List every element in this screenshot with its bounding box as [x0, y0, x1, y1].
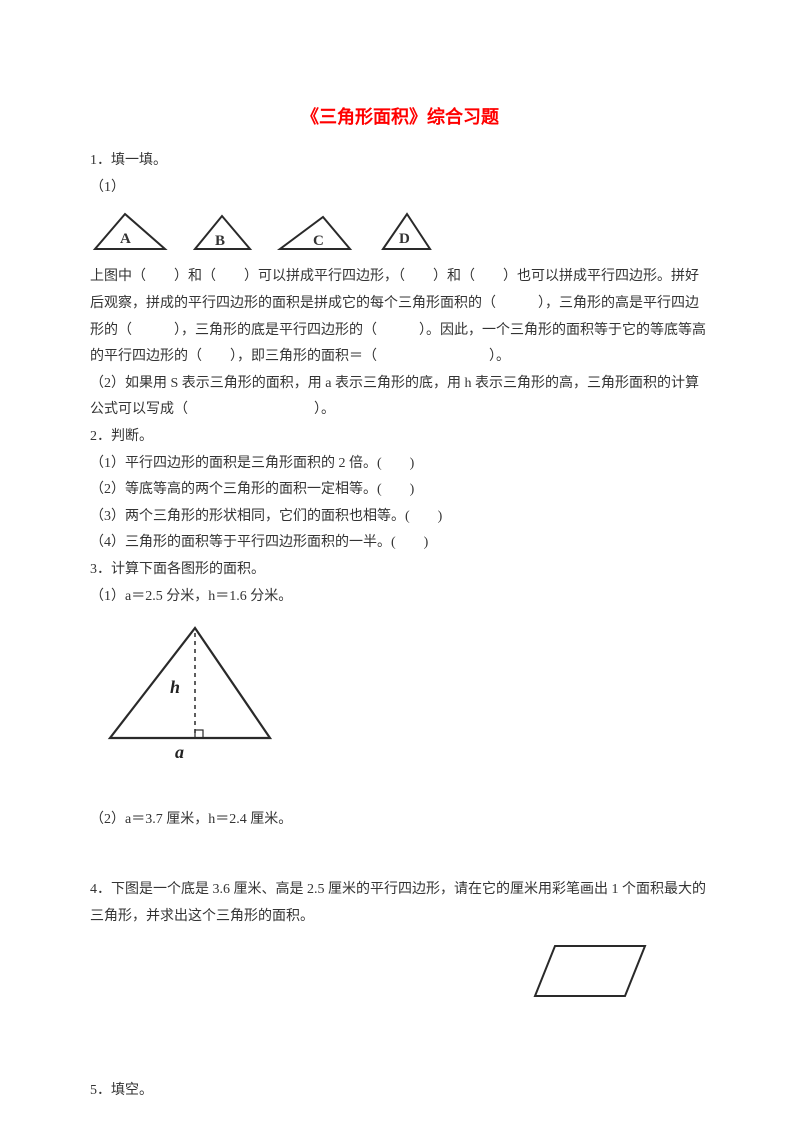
q1-paragraph-1: 上图中（ ）和（ ）可以拼成平行四边形，（ ）和（ ）也可以拼成平行四边形。拼好…: [90, 264, 710, 370]
q1-paragraph-2: （2）如果用 S 表示三角形的面积，用 a 表示三角形的底，用 h 表示三角形的…: [90, 371, 710, 424]
q1-heading: 1．填一填。: [90, 148, 710, 175]
q3-triangle-svg: a h: [100, 618, 280, 760]
triangle-c-label: C: [313, 227, 324, 256]
triangle-a-label: A: [120, 225, 131, 254]
q5-heading: 5．填空。: [90, 1078, 710, 1105]
q3-label-a: a: [175, 742, 184, 760]
q4-text: 4．下图是一个底是 3.6 厘米、高是 2.5 厘米的平行四边形，请在它的厘米用…: [90, 877, 710, 930]
q2-item-4: （4）三角形的面积等于平行四边形面积的一半。( ): [90, 530, 710, 557]
q2-heading: 2．判断。: [90, 424, 710, 451]
triangle-b: B: [190, 209, 255, 254]
q2-item-2: （2）等底等高的两个三角形的面积一定相等。( ): [90, 477, 710, 504]
q2-item-3: （3）两个三角形的形状相同，它们的面积也相等。( ): [90, 504, 710, 531]
triangle-d: D: [375, 209, 435, 254]
triangle-c: C: [275, 209, 355, 254]
page-title: 《三角形面积》综合习题: [90, 100, 710, 134]
triangle-a: A: [90, 209, 170, 254]
q3-figure: a h: [100, 618, 710, 771]
q4-figure: [90, 936, 710, 1006]
triangle-d-label: D: [399, 225, 410, 254]
q1-sub1: （1）: [90, 175, 710, 202]
q2-item-1: （1）平行四边形的面积是三角形面积的 2 倍。( ): [90, 451, 710, 478]
triangle-row: A B C D: [90, 209, 710, 254]
q3-sub1: （1）a＝2.5 分米，h＝1.6 分米。: [90, 584, 710, 611]
q4-parallelogram-svg: [530, 936, 650, 1006]
triangle-b-label: B: [215, 227, 225, 256]
q3-sub2: （2）a＝3.7 厘米，h＝2.4 厘米。: [90, 807, 710, 834]
q3-label-h: h: [170, 677, 180, 697]
q3-heading: 3．计算下面各图形的面积。: [90, 557, 710, 584]
